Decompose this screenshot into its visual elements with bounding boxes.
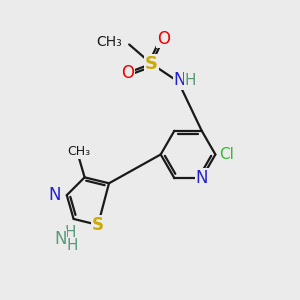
Text: N: N — [48, 186, 61, 204]
Text: S: S — [145, 55, 158, 73]
Text: O: O — [157, 29, 170, 47]
Text: N: N — [196, 169, 208, 187]
Text: N: N — [173, 71, 186, 89]
Text: CH₃: CH₃ — [96, 34, 122, 49]
Text: Cl: Cl — [219, 147, 234, 162]
Text: N: N — [54, 230, 67, 248]
Text: S: S — [92, 216, 104, 234]
Text: CH₃: CH₃ — [68, 145, 91, 158]
Text: O: O — [121, 64, 134, 82]
Text: H: H — [65, 225, 76, 240]
Text: H: H — [66, 238, 78, 253]
Text: H: H — [185, 73, 196, 88]
